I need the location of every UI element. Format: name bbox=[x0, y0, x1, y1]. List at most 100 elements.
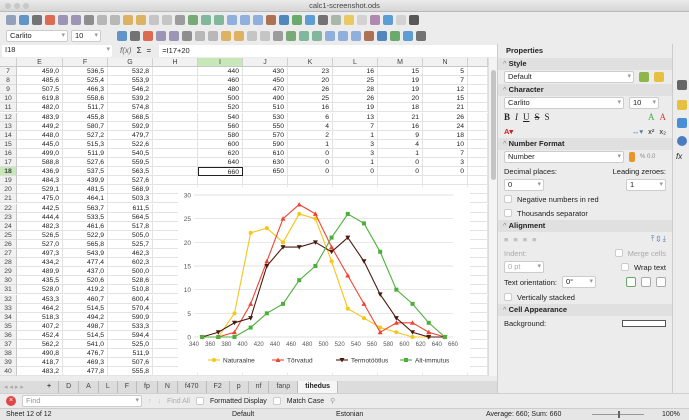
cell-G25[interactable]: 505,0 bbox=[108, 230, 153, 240]
cell-G32[interactable]: 600,4 bbox=[108, 294, 153, 304]
cell-G37[interactable]: 525,0 bbox=[108, 340, 153, 350]
justify-button[interactable]: ≡ bbox=[532, 234, 537, 244]
cell-F9[interactable]: 466,3 bbox=[63, 85, 108, 95]
cell-x16[interactable] bbox=[468, 148, 488, 158]
cell-K10[interactable]: 25 bbox=[288, 94, 333, 104]
cell-E28[interactable]: 434,2 bbox=[17, 258, 63, 268]
match-case-checkbox[interactable] bbox=[272, 397, 281, 405]
cell-H19[interactable] bbox=[153, 176, 198, 186]
cell-H18[interactable] bbox=[153, 167, 198, 177]
outdent-icon[interactable] bbox=[364, 30, 374, 41]
cell-E24[interactable]: 482,3 bbox=[17, 221, 63, 231]
freeze-icon[interactable] bbox=[383, 14, 393, 25]
cell-N19[interactable] bbox=[423, 176, 468, 186]
clone-format-icon[interactable] bbox=[123, 14, 133, 25]
cell-G40[interactable]: 555,8 bbox=[108, 367, 153, 376]
cell-J10[interactable]: 490 bbox=[243, 94, 288, 104]
spacing-icon[interactable]: ↔▾ bbox=[631, 126, 644, 136]
cell-N12[interactable]: 26 bbox=[423, 112, 468, 122]
cell-G35[interactable]: 533,3 bbox=[108, 321, 153, 331]
cell-x7[interactable] bbox=[468, 67, 488, 77]
cell-J13[interactable]: 550 bbox=[243, 121, 288, 131]
row-header[interactable]: 29 bbox=[0, 267, 17, 277]
align-center-icon[interactable] bbox=[182, 30, 192, 41]
row-header[interactable]: 21 bbox=[0, 194, 17, 204]
number-format-section-header[interactable]: Number Format bbox=[498, 138, 672, 150]
cell-x25[interactable] bbox=[468, 230, 488, 240]
cell-M16[interactable]: 1 bbox=[378, 148, 423, 158]
cell-G39[interactable]: 507,6 bbox=[108, 358, 153, 368]
row-header[interactable]: 13 bbox=[0, 121, 17, 131]
cell-F20[interactable]: 481,5 bbox=[63, 185, 108, 195]
merge-cells-checkbox[interactable] bbox=[614, 249, 623, 257]
functions-deck-icon[interactable]: fx bbox=[676, 152, 683, 161]
cell-M17[interactable]: 0 bbox=[378, 158, 423, 168]
sort-ascending-icon[interactable] bbox=[240, 14, 250, 25]
cell-G31[interactable]: 510,8 bbox=[108, 285, 153, 295]
cell-G11[interactable]: 574,8 bbox=[108, 103, 153, 113]
cell-H8[interactable] bbox=[153, 76, 198, 86]
cell-K12[interactable]: 6 bbox=[288, 112, 333, 122]
subscript-button[interactable]: x₂ bbox=[659, 126, 666, 136]
cell-G16[interactable]: 540,5 bbox=[108, 148, 153, 158]
cell-E15[interactable]: 445,0 bbox=[17, 139, 63, 149]
column-header-H[interactable]: H bbox=[153, 58, 198, 67]
cell-K8[interactable]: 20 bbox=[288, 76, 333, 86]
find-previous-icon[interactable]: ↑ bbox=[148, 397, 152, 405]
font-color-icon[interactable] bbox=[143, 30, 153, 41]
copy-icon[interactable] bbox=[97, 14, 107, 25]
maximize-window-button[interactable] bbox=[23, 3, 29, 9]
find-all-button[interactable]: Find All bbox=[167, 397, 190, 405]
cell-E12[interactable]: 483,9 bbox=[17, 112, 63, 122]
styles-deck-icon[interactable] bbox=[677, 100, 687, 110]
shadow-button[interactable]: S bbox=[544, 112, 550, 122]
bold-icon[interactable] bbox=[104, 31, 114, 41]
vertically-stacked-checkbox[interactable] bbox=[504, 293, 512, 301]
cell-F31[interactable]: 419,2 bbox=[63, 285, 108, 295]
cell-J8[interactable]: 450 bbox=[243, 76, 288, 86]
sum-button[interactable]: Σ bbox=[136, 46, 142, 55]
open-icon[interactable] bbox=[19, 14, 29, 25]
cell-L18[interactable]: 0 bbox=[333, 167, 378, 177]
cell-I11[interactable]: 520 bbox=[198, 103, 243, 113]
find-replace-icon[interactable] bbox=[175, 14, 185, 25]
delete-decimal-icon[interactable] bbox=[338, 30, 348, 41]
cell-N9[interactable]: 12 bbox=[423, 85, 468, 95]
row-header[interactable]: 16 bbox=[0, 148, 17, 158]
row-header[interactable]: 12 bbox=[0, 112, 17, 122]
cell-x15[interactable] bbox=[468, 139, 488, 149]
cell-E19[interactable]: 484,3 bbox=[17, 176, 63, 186]
sheet-tab-F[interactable]: F bbox=[118, 381, 138, 393]
cell-K18[interactable]: 0 bbox=[288, 167, 333, 177]
cell-H17[interactable] bbox=[153, 158, 198, 168]
comment-icon[interactable] bbox=[344, 14, 354, 25]
number-format-select[interactable]: Number bbox=[504, 151, 624, 163]
font-color-icon[interactable]: A▾ bbox=[504, 126, 514, 136]
cell-x31[interactable] bbox=[468, 285, 488, 295]
close-window-button[interactable] bbox=[5, 3, 11, 9]
cell-F38[interactable]: 476,7 bbox=[63, 349, 108, 359]
cell-F27[interactable]: 543,9 bbox=[63, 249, 108, 259]
borders-icon[interactable] bbox=[377, 30, 387, 41]
add-sheet-button[interactable]: + bbox=[40, 381, 60, 393]
define-print-area-icon[interactable] bbox=[370, 14, 380, 25]
cell-G9[interactable]: 546,2 bbox=[108, 85, 153, 95]
cell-I16[interactable]: 620 bbox=[198, 148, 243, 158]
cell-L11[interactable]: 19 bbox=[333, 103, 378, 113]
language[interactable]: Estonian bbox=[336, 411, 364, 418]
cell-M9[interactable]: 19 bbox=[378, 85, 423, 95]
underline-button[interactable]: U bbox=[523, 112, 530, 122]
cell-M10[interactable]: 20 bbox=[378, 94, 423, 104]
split-window-icon[interactable] bbox=[396, 14, 406, 25]
highlight-icon[interactable] bbox=[156, 30, 166, 41]
cell-E13[interactable]: 449,2 bbox=[17, 121, 63, 131]
cell-x13[interactable] bbox=[468, 121, 488, 131]
cell-G20[interactable]: 568,9 bbox=[108, 185, 153, 195]
cell-F33[interactable]: 514,5 bbox=[63, 303, 108, 313]
cell-x21[interactable] bbox=[468, 194, 488, 204]
cell-x17[interactable] bbox=[468, 158, 488, 168]
cell-x35[interactable] bbox=[468, 321, 488, 331]
spelling-icon[interactable] bbox=[188, 14, 198, 25]
cell-H16[interactable] bbox=[153, 148, 198, 158]
chart-icon[interactable] bbox=[292, 14, 302, 25]
